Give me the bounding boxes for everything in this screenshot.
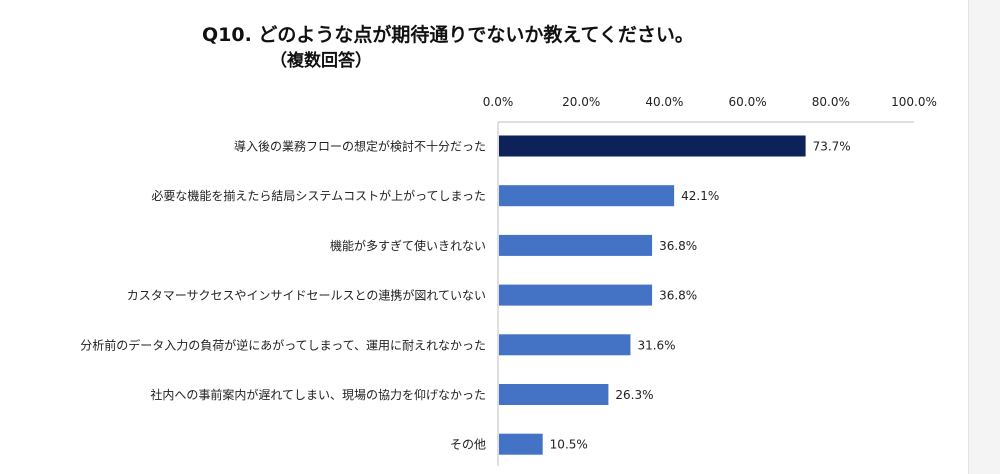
category-label: その他 <box>450 438 486 452</box>
data-label: 26.3% <box>615 388 653 402</box>
category-label: 分析前のデータ入力の負荷が逆にあがってしまって、運用に耐えれなかった <box>80 337 486 352</box>
category-label: 社内への事前案内が遅れてしまい、現場の協力を仰げなかった <box>150 387 486 402</box>
data-label: 73.7% <box>813 140 851 154</box>
x-tick-label: 20.0% <box>562 95 600 109</box>
data-label: 42.1% <box>681 189 719 203</box>
category-label: 導入後の業務フローの想定が検討不十分だった <box>234 139 486 154</box>
x-tick-label: 40.0% <box>645 95 683 109</box>
chart-subtitle: （複数回答） <box>270 51 372 71</box>
bar <box>499 384 609 405</box>
bar <box>499 284 653 306</box>
bar <box>499 334 631 356</box>
scrollbar-track[interactable] <box>968 0 1000 474</box>
bar <box>499 433 543 455</box>
data-label: 36.8% <box>659 239 697 253</box>
x-tick-label: 100.0% <box>891 95 937 109</box>
category-label: カスタマーサクセスやインサイドセールスとの連携が図れていない <box>127 288 486 303</box>
category-label: 必要な機能を揃えたら結局システムコストが上がってしまった <box>151 188 486 203</box>
chart-title: Q10. どのような点が期待通りでないか教えてください。 <box>202 24 694 46</box>
data-label: 31.6% <box>637 338 675 352</box>
category-label: 機能が多すぎて使いきれない <box>330 238 486 253</box>
data-label: 10.5% <box>550 438 588 452</box>
x-tick-label: 0.0% <box>483 95 514 109</box>
bar <box>499 135 806 157</box>
bar <box>499 185 675 207</box>
bar <box>499 234 653 256</box>
x-tick-label: 60.0% <box>729 95 767 109</box>
x-tick-label: 80.0% <box>812 95 850 109</box>
data-label: 36.8% <box>659 289 697 303</box>
